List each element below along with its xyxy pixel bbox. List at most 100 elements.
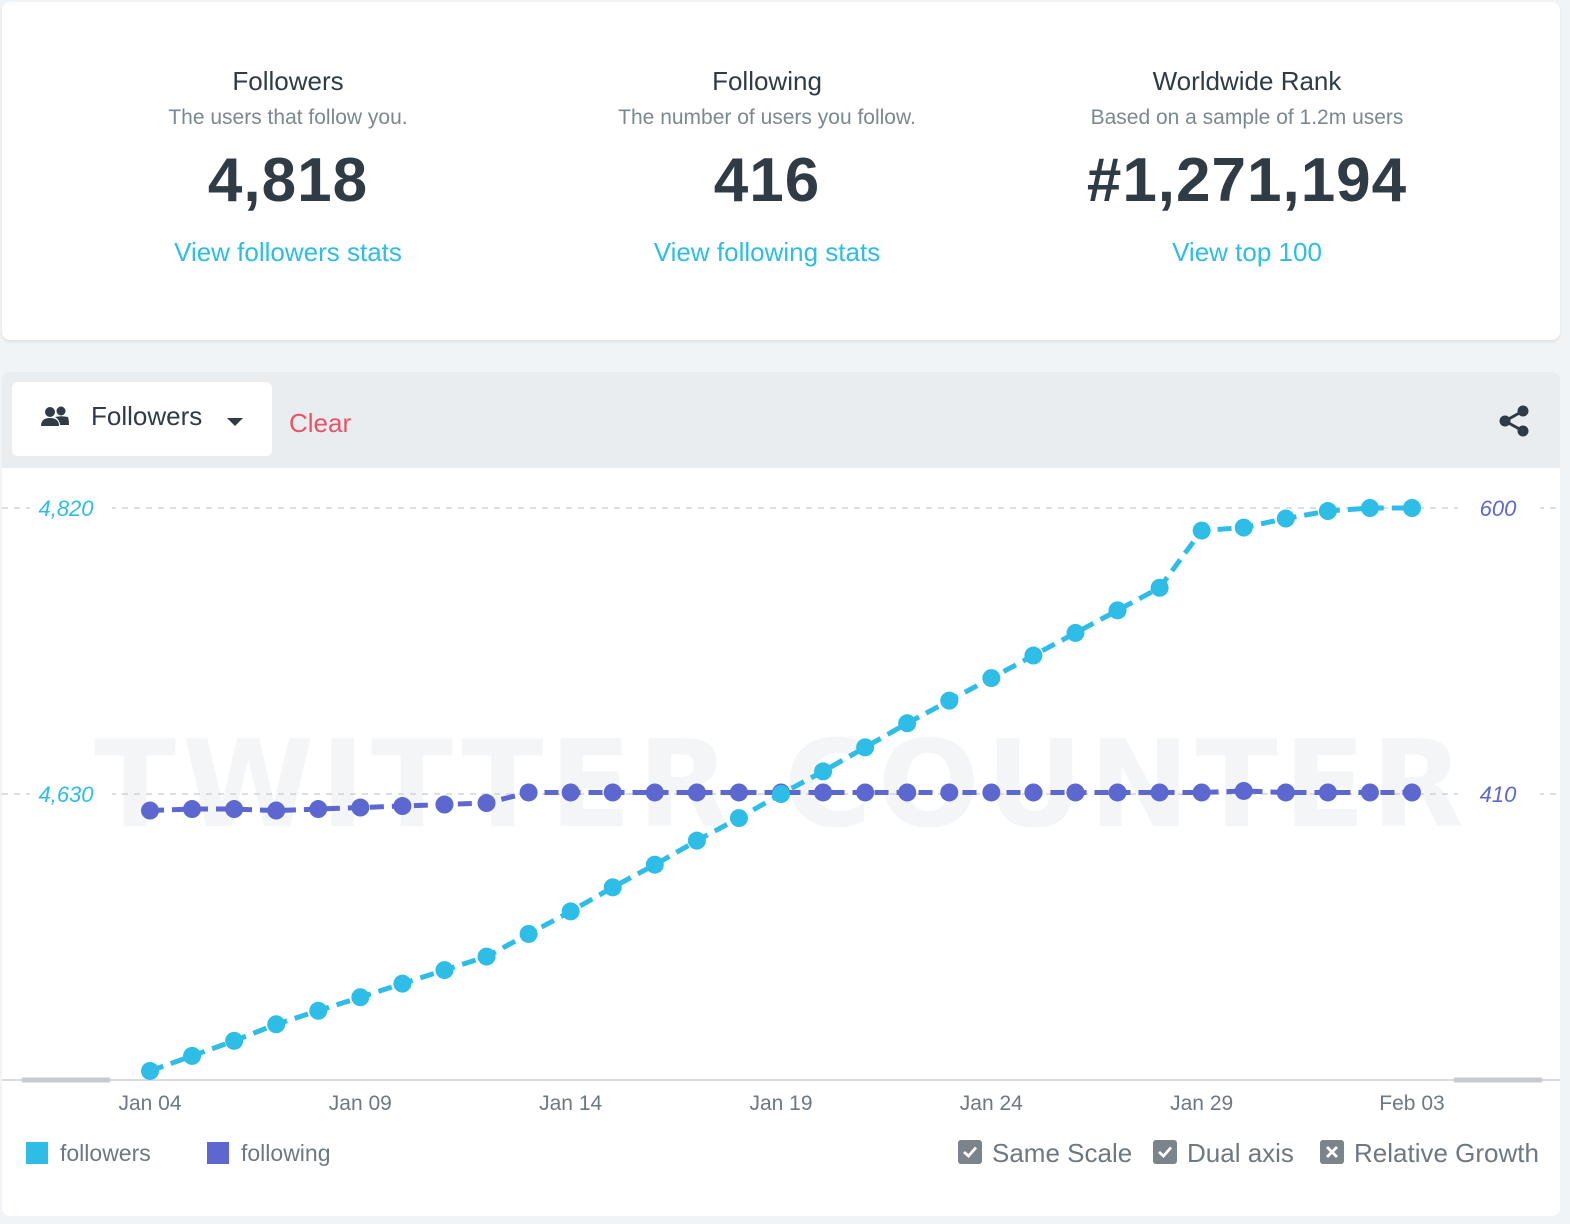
following-point — [645, 783, 664, 802]
followers-point — [1318, 502, 1337, 521]
following-point — [940, 783, 959, 802]
left-axis-tick-label: 4,630 — [38, 782, 94, 807]
following-point — [856, 783, 875, 802]
following-point — [225, 800, 244, 819]
followers-point — [435, 961, 454, 980]
stat-title: Followers — [232, 66, 344, 96]
followers-point — [519, 924, 538, 943]
tick-label-bg — [1458, 492, 1540, 524]
followers-point — [645, 855, 664, 874]
left-axis-tick-label: 4,820 — [38, 496, 94, 521]
followers-point — [1066, 623, 1085, 642]
legend-swatch — [26, 1142, 48, 1164]
x-tick-label: Jan 09 — [329, 1092, 392, 1115]
x-tick-label: Jan 29 — [1170, 1092, 1233, 1115]
relative-growth-toggle[interactable]: Relative Growth — [1320, 1138, 1539, 1169]
following-point — [687, 783, 706, 802]
followers-point — [1276, 509, 1295, 528]
followers-point — [351, 988, 370, 1007]
following-point — [351, 798, 370, 817]
followers-point — [940, 691, 959, 710]
followers-point — [183, 1046, 202, 1065]
chart-card: Followers Clear TWITTER COUNTER 4,820 4,63… — [2, 372, 1560, 1216]
following-point — [267, 801, 286, 820]
metric-dropdown[interactable]: Followers — [12, 382, 272, 456]
followers-point — [225, 1031, 244, 1050]
stat-value: 4,818 — [207, 146, 369, 215]
following-point — [603, 783, 622, 802]
following-point — [898, 783, 917, 802]
checkbox-checked-icon — [1153, 1140, 1177, 1164]
following-point — [1108, 783, 1127, 802]
share-icon[interactable] — [1497, 404, 1531, 443]
followers-point — [477, 947, 496, 966]
tick-label-bg — [30, 492, 112, 524]
option-label: Same Scale — [992, 1138, 1133, 1168]
followers-point — [1108, 601, 1127, 620]
following-point — [814, 783, 833, 802]
followers-point — [393, 974, 412, 993]
followers-point — [309, 1001, 328, 1020]
followers-point — [898, 714, 917, 733]
followers-point — [1360, 499, 1379, 517]
followers-point — [1403, 499, 1421, 517]
following-point — [1360, 783, 1379, 802]
followers-stat: Followers The users that follow you. 4,8… — [48, 62, 528, 278]
followers-point — [561, 902, 580, 921]
followers-point — [1024, 646, 1043, 665]
following-point — [1234, 781, 1253, 800]
followers-point — [982, 669, 1001, 688]
option-label: Relative Growth — [1354, 1138, 1539, 1168]
following-point — [477, 794, 496, 813]
right-axis-tick-label: 410 — [1480, 782, 1517, 807]
stat-subtitle: The users that follow you. — [168, 106, 408, 129]
followers-point — [1234, 518, 1253, 537]
legend-followers[interactable]: followers — [26, 1140, 151, 1167]
followers-point — [814, 762, 833, 781]
following-point — [982, 783, 1001, 802]
tick-label-bg — [30, 778, 112, 810]
stat-title: Following — [712, 66, 822, 96]
following-point — [1318, 783, 1337, 802]
stat-value: 416 — [713, 146, 821, 215]
stats-card: Followers The users that follow you. 4,8… — [2, 2, 1560, 340]
following-point — [393, 797, 412, 816]
followers-point — [603, 878, 622, 897]
legend-label: followers — [60, 1140, 151, 1166]
legend-following[interactable]: following — [207, 1140, 331, 1167]
followers-point — [729, 809, 748, 828]
same-scale-toggle[interactable]: Same Scale — [958, 1138, 1132, 1169]
followers-point — [141, 1061, 159, 1080]
x-tick-label: Jan 24 — [960, 1092, 1023, 1115]
following-point — [1403, 783, 1421, 802]
x-tick-label: Feb 03 — [1379, 1092, 1444, 1115]
following-point — [1066, 783, 1085, 802]
followers-point — [1192, 521, 1211, 540]
view-following-stats-link[interactable]: View following stats — [653, 237, 881, 267]
following-point — [561, 783, 580, 802]
checkbox-crossed-icon — [1320, 1140, 1344, 1164]
view-followers-stats-link[interactable]: View followers stats — [174, 237, 402, 267]
x-tick-label: Jan 14 — [539, 1092, 602, 1115]
following-point — [435, 795, 454, 814]
following-point — [729, 783, 748, 802]
checkbox-checked-icon — [958, 1140, 982, 1164]
right-axis-tick-label: 600 — [1480, 496, 1517, 521]
x-tick-label: Jan 19 — [749, 1092, 812, 1115]
chart-toolbar: Followers Clear — [2, 372, 1560, 468]
clear-button[interactable]: Clear — [289, 408, 352, 438]
worldwide-rank-stat: Worldwide Rank Based on a sample of 1.2m… — [1007, 62, 1487, 278]
legend-label: following — [241, 1140, 331, 1166]
dual-axis-toggle[interactable]: Dual axis — [1153, 1138, 1294, 1169]
following-point — [141, 801, 159, 820]
followers-point — [267, 1015, 286, 1034]
stat-subtitle: Based on a sample of 1.2m users — [1090, 106, 1404, 129]
stat-title: Worldwide Rank — [1152, 66, 1342, 96]
view-top-100-link[interactable]: View top 100 — [1172, 237, 1322, 267]
dropdown-label: Followers — [91, 401, 203, 431]
following-point — [183, 800, 202, 819]
legend-swatch — [207, 1142, 229, 1164]
stat-value: #1,271,194 — [1086, 146, 1408, 215]
following-stat: Following The number of users you follow… — [527, 62, 1007, 278]
